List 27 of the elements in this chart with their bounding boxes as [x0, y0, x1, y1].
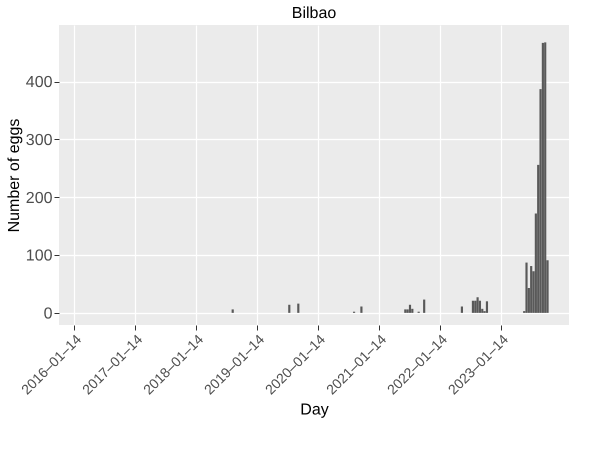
bar — [472, 300, 474, 313]
bar — [232, 309, 234, 313]
y-tick-label: 100 — [26, 248, 53, 265]
bar — [297, 304, 300, 313]
bar — [544, 42, 546, 313]
bar — [411, 308, 414, 313]
bar — [288, 304, 290, 313]
bar — [406, 309, 409, 313]
bar — [530, 266, 532, 313]
y-tick-label: 400 — [26, 74, 53, 92]
y-tick-label: 200 — [26, 190, 53, 207]
bar — [478, 300, 482, 313]
y-tick-label: 0 — [44, 305, 53, 322]
bar — [542, 42, 544, 313]
bar — [486, 301, 488, 313]
bar — [404, 309, 406, 313]
y-tick-label: 300 — [26, 132, 53, 149]
bar — [525, 262, 528, 313]
bar — [360, 306, 362, 313]
bar — [460, 306, 463, 313]
bar — [474, 300, 476, 313]
chart-title: Bilbao — [292, 5, 336, 22]
x-axis-title: Day — [300, 401, 329, 418]
bar — [423, 300, 426, 313]
bar — [408, 304, 412, 313]
bar — [476, 297, 479, 313]
y-axis-title: Number of eggs — [6, 118, 23, 232]
